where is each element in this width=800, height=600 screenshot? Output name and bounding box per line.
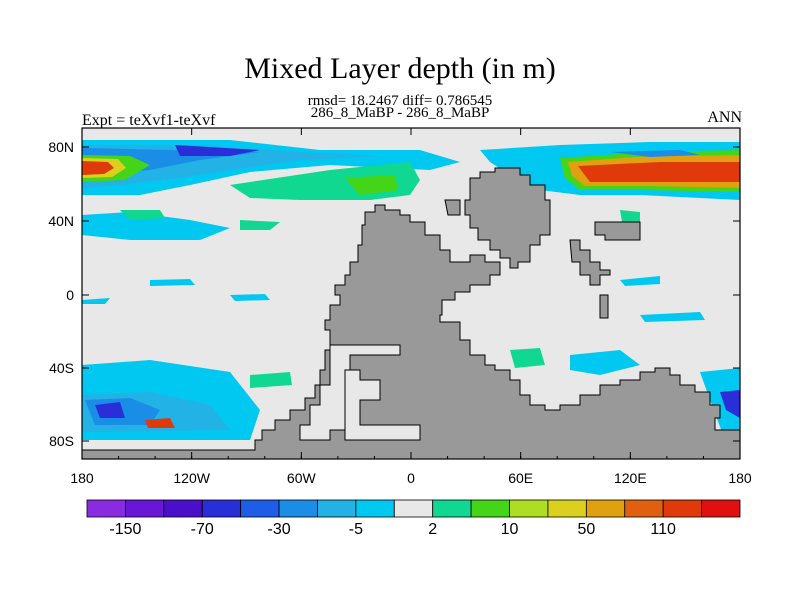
anomaly-midlat-green2 (240, 220, 280, 230)
anomaly-trop-1 (82, 298, 110, 304)
colorbar-swatch (240, 499, 280, 518)
colorbar-swatch (163, 499, 203, 518)
colorbar-swatch (125, 499, 165, 518)
colorbar-label: -5 (349, 521, 363, 538)
anomaly-south-indian (570, 350, 640, 375)
experiment-label: Expt = teXvf1-teXvf (82, 112, 216, 129)
y-tick-label: 0 (66, 287, 74, 303)
colorbar-label: 10 (501, 521, 519, 538)
inland-water-2 (344, 369, 421, 441)
anomaly-midlat-green (120, 210, 165, 220)
anomaly-south-east-cyan (700, 368, 740, 440)
inland-water-1 (299, 344, 401, 441)
x-tick-label: 180 (728, 470, 752, 486)
colorbar-label: 110 (650, 521, 676, 538)
colorbar-label: 2 (428, 521, 437, 538)
x-tick-label: 0 (407, 470, 415, 486)
x-tick-label: 60W (287, 470, 317, 486)
y-tick-label: 80N (48, 139, 74, 155)
anomaly-east-green (620, 210, 640, 225)
anomaly-midlat-cyan (82, 212, 230, 240)
land-mass-1 (82, 204, 740, 459)
field-layer (82, 140, 740, 459)
y-tick-label: 40N (48, 213, 74, 229)
anomaly-south-green2 (510, 348, 545, 368)
colorbar-label: -70 (191, 521, 214, 538)
anomaly-trop-2 (150, 279, 195, 286)
colorbar-swatch (662, 499, 702, 518)
anomaly-arctic-red-west (82, 161, 114, 175)
colorbar-label: -30 (267, 521, 290, 538)
y-tick-label: 40S (49, 360, 74, 376)
chart-case: 286_8_MaBP - 286_8_MaBP (310, 105, 490, 121)
x-tick-label: 60E (508, 470, 533, 486)
colorbar-swatch (393, 499, 434, 518)
anomaly-arctic-east-red (578, 162, 740, 182)
colorbar-swatch (86, 499, 126, 518)
land-mass-2 (464, 167, 551, 269)
land-mass-6 (599, 294, 609, 319)
anomaly-south-pacific-deep (95, 402, 125, 418)
colorbar-swatch (624, 499, 664, 518)
chart-stats: rmsd= 18.2467 diff= 0.786545 (307, 93, 493, 109)
x-tick-label: 180 (70, 470, 94, 486)
colorbar-swatch (201, 499, 242, 518)
colorbar-swatch (317, 499, 357, 518)
land-mass-5 (594, 221, 641, 241)
anomaly-north-pacific-darkgreen (345, 175, 398, 195)
land-mass-4 (569, 239, 611, 286)
colorbar-swatch (355, 499, 395, 518)
land-mass-3 (444, 199, 461, 216)
x-tick-label: 120W (173, 470, 210, 486)
colorbar-swatch (585, 499, 626, 518)
colorbar-swatch (701, 499, 741, 518)
colorbar-swatch (278, 499, 318, 518)
colorbar-swatch (509, 499, 549, 518)
colorbar-swatch (470, 499, 510, 518)
anomaly-trop-3 (230, 294, 270, 301)
anomaly-trop-5 (640, 312, 705, 322)
anomaly-south-pacific-red (145, 418, 175, 428)
y-tick-label: 80S (49, 433, 74, 449)
colorbar-label: -150 (109, 521, 141, 538)
chart-title: Mixed Layer depth (in m) (244, 52, 556, 85)
anomaly-arctic-west-deep (175, 145, 260, 156)
colorbar-swatch (547, 499, 587, 518)
anomaly-south-east-blue (720, 390, 740, 418)
anomaly-trop-4 (620, 276, 660, 286)
anomaly-arctic-east-blue (610, 150, 700, 157)
anomaly-south-green (250, 372, 292, 388)
x-tick-label: 120E (614, 470, 647, 486)
season-label: ANN (707, 109, 742, 126)
colorbar-swatch (432, 499, 472, 518)
colorbar-label: 50 (577, 521, 595, 538)
